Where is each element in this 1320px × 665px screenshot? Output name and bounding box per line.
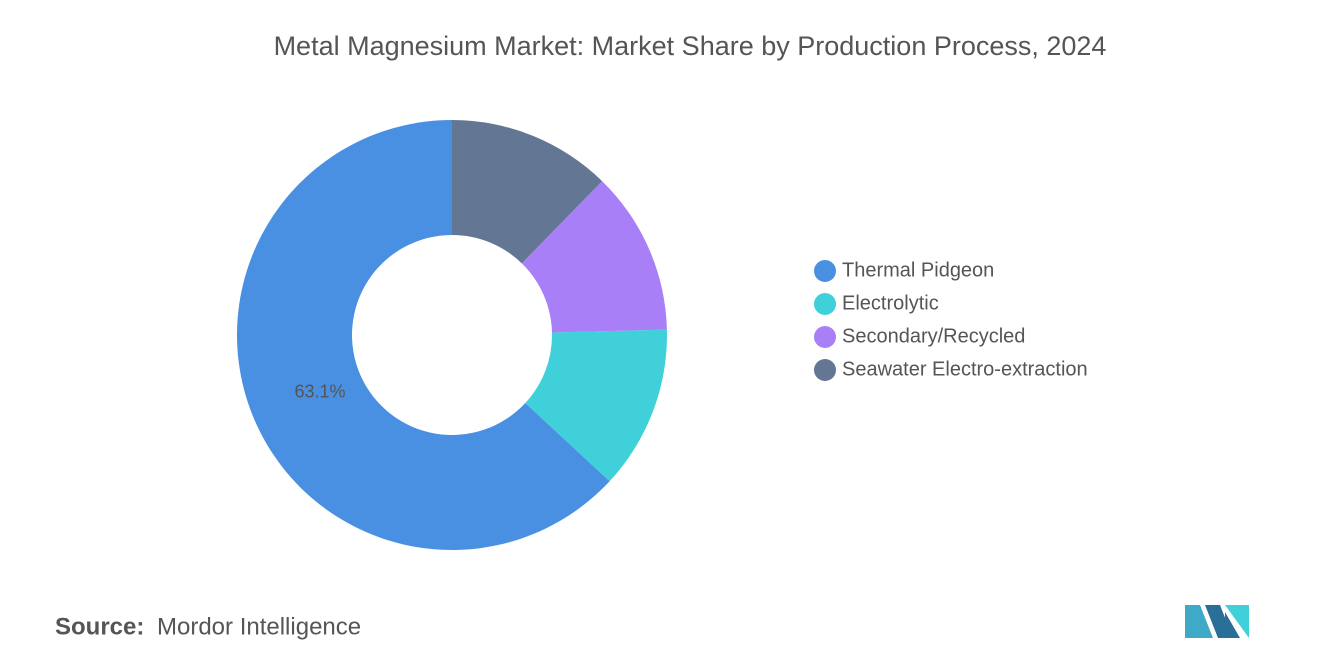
- source-label: Source:: [55, 613, 144, 640]
- legend-label: Secondary/Recycled: [842, 325, 1025, 347]
- legend-marker: [814, 326, 836, 348]
- legend-marker: [814, 293, 836, 315]
- value-label: 63.1%: [295, 381, 346, 401]
- legend-marker: [814, 359, 836, 381]
- slice: [452, 120, 603, 264]
- logo: [1185, 605, 1249, 638]
- chart-title: Metal Magnesium Market: Market Share by …: [274, 31, 1107, 61]
- slice: [521, 181, 667, 333]
- source: Mordor Intelligence: [157, 613, 361, 640]
- legend-label: Thermal Pidgeon: [842, 259, 994, 281]
- slice: [525, 329, 667, 482]
- legend-label: Electrolytic: [842, 292, 939, 314]
- legend-marker: [814, 260, 836, 282]
- legend-label: Seawater Electro-extraction: [842, 358, 1088, 380]
- slice: [236, 120, 610, 550]
